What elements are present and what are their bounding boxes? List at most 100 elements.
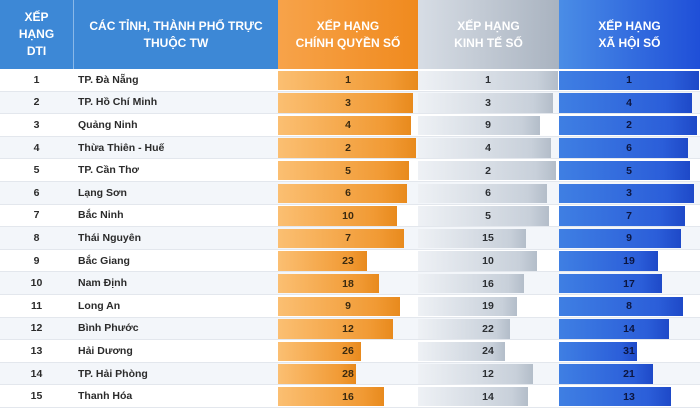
gov-column-cell: 18 xyxy=(278,272,418,294)
gov-column-cell: 5 xyxy=(278,159,418,181)
gov-column-cell: 2 xyxy=(278,137,418,159)
table-row: 7 Bắc Ninh 10 5 7 xyxy=(0,205,700,228)
digital-government-bar-label: 28 xyxy=(342,368,354,381)
eco-column-cell: 3 xyxy=(418,92,559,114)
eco-column-cell: 15 xyxy=(418,227,559,249)
digital-government-bar: 4 xyxy=(278,115,411,136)
digital-economy-bar: 16 xyxy=(418,273,524,294)
digital-government-bar: 2 xyxy=(278,138,416,158)
gov-column-cell: 26 xyxy=(278,340,418,362)
gov-column-cell: 23 xyxy=(278,250,418,272)
digital-society-bar: 31 xyxy=(559,341,637,362)
dti-rank-cell: 5 xyxy=(33,164,40,177)
digital-society-bar: 3 xyxy=(559,183,694,203)
digital-economy-bar-label: 9 xyxy=(485,119,491,132)
eco-column-cell: 5 xyxy=(418,205,559,227)
digital-society-bar: 7 xyxy=(559,206,685,226)
digital-government-bar-label: 5 xyxy=(345,164,351,177)
digital-economy-bar-label: 2 xyxy=(485,164,491,177)
header-gov-line2: CHÍNH QUYỀN SỐ xyxy=(295,35,401,50)
digital-economy-bar-label: 3 xyxy=(485,96,491,109)
province-name-cell: TP. Hải Phòng xyxy=(78,367,148,380)
digital-economy-bar: 15 xyxy=(418,228,526,249)
header-gov-line1: XẾP HẠNG xyxy=(316,18,380,33)
soc-column-cell: 17 xyxy=(559,272,700,294)
digital-economy-bar-label: 15 xyxy=(482,232,494,245)
dti-rank-cell: 1 xyxy=(33,73,40,86)
digital-economy-bar-label: 16 xyxy=(482,277,494,290)
eco-column-cell: 12 xyxy=(418,363,559,385)
digital-economy-bar: 22 xyxy=(418,319,510,339)
province-name-cell: TP. Cần Thơ xyxy=(78,164,139,177)
digital-society-bar-label: 19 xyxy=(623,255,635,268)
header-dti-rank-line2: HẠNG xyxy=(18,27,55,41)
eco-column-cell: 2 xyxy=(418,159,559,181)
soc-column-cell: 31 xyxy=(559,340,700,362)
header-province-line2: THUỘC TW xyxy=(143,35,209,50)
digital-society-bar-label: 6 xyxy=(626,142,632,155)
digital-economy-bar: 14 xyxy=(418,386,528,407)
digital-economy-bar-label: 19 xyxy=(482,300,494,313)
digital-government-bar-label: 16 xyxy=(342,390,354,403)
header-province-line1: CÁC TỈNH, THÀNH PHỐ TRỰC xyxy=(89,18,263,33)
digital-society-bar-label: 7 xyxy=(626,209,632,222)
soc-column-cell: 7 xyxy=(559,205,700,227)
digital-society-bar: 19 xyxy=(559,251,658,271)
header-soc-line1: XẾP HẠNG xyxy=(598,18,661,33)
province-name-cell: Hải Dương xyxy=(78,344,133,357)
digital-society-bar-label: 14 xyxy=(623,322,635,335)
eco-column-cell: 24 xyxy=(418,340,559,362)
digital-society-bar: 6 xyxy=(559,138,688,158)
digital-government-bar: 26 xyxy=(278,341,361,362)
digital-economy-bar: 10 xyxy=(418,251,537,271)
digital-economy-bar-label: 12 xyxy=(482,368,494,381)
dti-rank-cell: 15 xyxy=(30,390,43,403)
soc-column-cell: 13 xyxy=(559,385,700,407)
province-name-cell: Bắc Ninh xyxy=(78,209,124,222)
table-row: 8 Thái Nguyên 7 15 9 xyxy=(0,227,700,250)
digital-government-bar-label: 12 xyxy=(342,322,354,335)
province-name-cell: TP. Hồ Chí Minh xyxy=(78,96,158,109)
digital-society-bar: 5 xyxy=(559,160,690,181)
soc-column-cell: 14 xyxy=(559,318,700,340)
gov-column-cell: 1 xyxy=(278,69,418,91)
table-row: 10 Nam Định 18 16 17 xyxy=(0,272,700,295)
digital-government-bar: 7 xyxy=(278,228,404,249)
table-row: 6 Lạng Sơn 6 6 3 xyxy=(0,182,700,205)
gov-column-cell: 28 xyxy=(278,363,418,385)
digital-government-bar-label: 9 xyxy=(345,300,351,313)
digital-economy-bar-label: 24 xyxy=(482,345,494,358)
digital-government-bar: 1 xyxy=(278,70,418,90)
digital-society-bar-label: 5 xyxy=(626,164,632,177)
soc-column-cell: 19 xyxy=(559,250,700,272)
soc-column-cell: 5 xyxy=(559,159,700,181)
dti-rank-cell: 10 xyxy=(30,277,43,290)
header-province: CÁC TỈNH, THÀNH PHỐ TRỰC THUỘC TW xyxy=(73,0,278,69)
province-name-cell: Bắc Giang xyxy=(78,254,130,267)
digital-economy-bar: 12 xyxy=(418,364,533,384)
digital-government-bar-label: 26 xyxy=(342,345,354,358)
digital-society-bar: 1 xyxy=(559,70,699,90)
soc-column-cell: 6 xyxy=(559,137,700,159)
dti-rank-cell: 9 xyxy=(33,254,40,267)
digital-economy-bar: 6 xyxy=(418,183,547,203)
soc-column-cell: 4 xyxy=(559,92,700,114)
digital-economy-bar-label: 5 xyxy=(485,209,491,222)
table-row: 14 TP. Hải Phòng 28 12 21 xyxy=(0,362,700,386)
digital-society-bar-label: 13 xyxy=(623,390,635,403)
gov-column-cell: 6 xyxy=(278,182,418,204)
province-name-cell: Quảng Ninh xyxy=(78,118,138,131)
header-digital-society: XẾP HẠNG XÃ HỘI SỐ xyxy=(559,0,700,69)
digital-government-bar: 9 xyxy=(278,296,400,316)
digital-government-bar: 3 xyxy=(278,93,413,113)
eco-column-cell: 4 xyxy=(418,137,559,159)
province-name-cell: Bình Phước xyxy=(78,322,139,335)
digital-government-bar: 5 xyxy=(278,160,409,181)
eco-column-cell: 10 xyxy=(418,250,559,272)
dti-rank-cell: 2 xyxy=(33,96,40,109)
dti-rank-cell: 12 xyxy=(30,322,43,335)
soc-column-cell: 3 xyxy=(559,182,700,204)
eco-column-cell: 16 xyxy=(418,272,559,294)
province-name-cell: Nam Định xyxy=(78,277,128,290)
